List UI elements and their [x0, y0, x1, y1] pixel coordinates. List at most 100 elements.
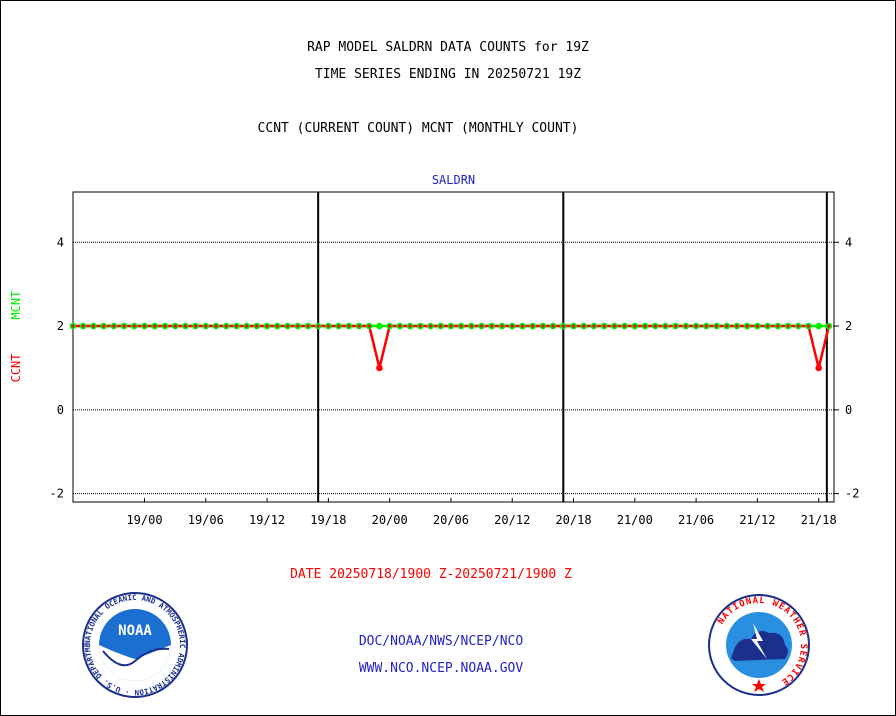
data-point-ccnt	[684, 324, 688, 328]
y-tick-label-right: 4	[845, 235, 852, 249]
x-tick-label: 20/18	[555, 513, 591, 527]
data-point-ccnt	[398, 324, 402, 328]
data-point-ccnt	[224, 324, 228, 328]
chart-title-line-1: RAP MODEL SALDRN DATA COUNTS for 19Z	[307, 40, 589, 55]
data-point-ccnt	[663, 324, 668, 328]
data-point-ccnt	[102, 324, 106, 328]
data-point-ccnt	[622, 324, 627, 328]
data-point-ccnt	[643, 324, 647, 328]
data-point-ccnt	[776, 324, 780, 328]
x-tick-label: 19/06	[188, 513, 224, 527]
data-point-ccnt	[520, 324, 525, 328]
website-label: WWW.NCO.NCEP.NOAA.GOV	[358, 661, 524, 676]
data-point-ccnt	[490, 324, 494, 328]
data-point-ccnt	[245, 324, 249, 328]
x-tick-label: 21/18	[801, 513, 837, 527]
data-point-ccnt	[653, 324, 657, 328]
data-point-ccnt	[132, 324, 136, 328]
series-line-ccnt	[73, 324, 831, 369]
data-point-ccnt	[786, 324, 790, 328]
data-point-ccnt	[376, 364, 383, 372]
data-point-ccnt	[582, 324, 586, 328]
data-point-ccnt	[428, 324, 433, 328]
data-point-ccnt	[388, 324, 392, 328]
data-point-ccnt	[285, 324, 290, 328]
data-point-ccnt	[122, 324, 126, 328]
data-point-ccnt	[796, 324, 800, 328]
data-point-ccnt	[71, 324, 75, 328]
data-point-ccnt	[806, 324, 811, 328]
data-point-ccnt	[326, 324, 330, 328]
data-point-ccnt	[459, 324, 463, 328]
data-point-ccnt	[541, 324, 545, 328]
data-point-ccnt	[306, 324, 310, 328]
data-point-ccnt	[316, 324, 320, 328]
data-point-ccnt	[571, 324, 576, 328]
data-point-ccnt	[469, 324, 473, 328]
data-point-ccnt	[735, 324, 739, 328]
org-label: DOC/NOAA/NWS/NCEP/NCO	[358, 634, 524, 649]
data-point-ccnt	[296, 324, 300, 328]
y-tick-label-left: -2	[50, 487, 64, 501]
data-point-ccnt	[745, 324, 749, 328]
data-point-ccnt	[561, 324, 565, 328]
panel-title: SALDRN	[432, 173, 475, 187]
data-point-ccnt	[755, 324, 759, 328]
data-point-ccnt	[704, 324, 708, 328]
data-point-ccnt	[602, 324, 606, 328]
data-point-ccnt	[214, 324, 218, 328]
x-tick-label: 20/12	[494, 513, 530, 527]
data-point-ccnt	[357, 324, 361, 328]
y-tick-label-left: 2	[57, 319, 64, 333]
data-point-ccnt	[173, 324, 177, 328]
y-axis-label-ccnt: CCNT	[9, 353, 23, 382]
data-point-ccnt	[91, 324, 96, 328]
x-tick-label: 21/12	[739, 513, 775, 527]
data-point-ccnt	[479, 324, 484, 328]
data-point-ccnt	[112, 324, 116, 328]
y-tick-label-left: 4	[57, 235, 64, 249]
data-point-ccnt	[815, 364, 822, 372]
data-point-ccnt	[510, 324, 514, 328]
data-point-ccnt	[725, 324, 729, 328]
data-point-ccnt	[163, 324, 167, 328]
data-point-ccnt	[694, 324, 698, 328]
data-point-ccnt	[255, 324, 259, 328]
chart-title-line-2: TIME SERIES ENDING IN 20250721 19Z	[314, 67, 582, 82]
x-tick-label: 19/18	[310, 513, 346, 527]
y-axis-label-mcnt: MCNT	[9, 291, 23, 320]
nws-logo: NATIONAL WEATHER SERVICE	[708, 594, 810, 696]
x-tick-label: 19/12	[249, 513, 285, 527]
x-tick-label: 20/00	[372, 513, 408, 527]
data-point-ccnt	[633, 324, 637, 328]
data-point-ccnt	[766, 324, 770, 328]
y-tick-label-right: 2	[845, 319, 852, 333]
plot-area: SALDRN -2 -2 0 0 2 2 4 4 19/00 19/06 19/12 19/18 20/0…	[9, 173, 859, 527]
noaa-logo-text: NOAA	[118, 623, 152, 639]
x-tick-label: 20/06	[433, 513, 469, 527]
data-point-ccnt	[367, 324, 371, 328]
data-point-ccnt	[204, 324, 208, 328]
data-point-mcnt	[376, 322, 383, 330]
y-tick-label-right: -2	[845, 487, 859, 501]
date-range-label: DATE 20250718/1900 Z-20250721/1900 Z	[290, 567, 572, 582]
data-point-ccnt	[234, 324, 239, 328]
data-point-ccnt	[592, 324, 596, 328]
y-tick-label-left: 0	[57, 403, 64, 417]
data-point-ccnt	[500, 324, 504, 328]
data-point-ccnt	[439, 324, 443, 328]
data-point-ccnt	[827, 324, 831, 328]
data-point-ccnt	[183, 324, 187, 328]
data-point-ccnt	[714, 324, 719, 328]
data-point-ccnt	[142, 324, 147, 328]
data-point-ccnt	[336, 324, 341, 328]
data-point-ccnt	[551, 324, 555, 328]
data-point-ccnt	[265, 324, 269, 328]
data-point-ccnt	[408, 324, 412, 328]
series-description: CCNT (CURRENT COUNT) MCNT (MONTHLY COUNT…	[257, 121, 579, 136]
noaa-logo: NATIONAL OCEANIC AND ATMOSPHERIC ADMINIS…	[81, 591, 188, 698]
x-tick-label: 21/06	[678, 513, 714, 527]
data-point-ccnt	[347, 324, 351, 328]
y-tick-label-right: 0	[845, 403, 852, 417]
